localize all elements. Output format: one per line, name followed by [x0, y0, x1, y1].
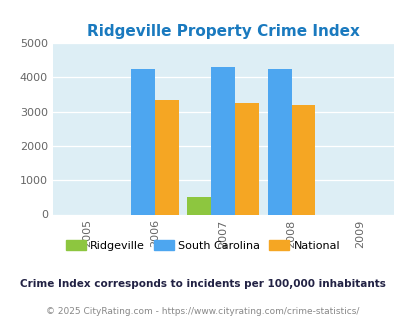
- Text: Crime Index corresponds to incidents per 100,000 inhabitants: Crime Index corresponds to incidents per…: [20, 279, 385, 289]
- Bar: [131, 69, 155, 214]
- Bar: [211, 67, 234, 214]
- Bar: [155, 100, 179, 214]
- Bar: [187, 197, 211, 214]
- Bar: [291, 105, 315, 214]
- Legend: Ridgeville, South Carolina, National: Ridgeville, South Carolina, National: [61, 236, 344, 255]
- Title: Ridgeville Property Crime Index: Ridgeville Property Crime Index: [87, 24, 359, 39]
- Bar: [234, 103, 258, 214]
- Bar: [267, 69, 291, 214]
- Text: © 2025 CityRating.com - https://www.cityrating.com/crime-statistics/: © 2025 CityRating.com - https://www.city…: [46, 307, 359, 315]
